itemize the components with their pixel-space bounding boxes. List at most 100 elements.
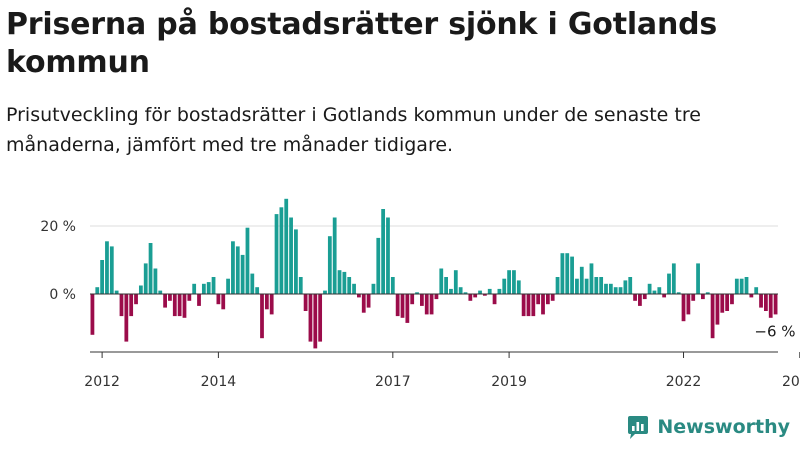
- bar: [192, 283, 197, 294]
- bar: [381, 209, 386, 294]
- bar: [163, 294, 167, 308]
- bar: [662, 294, 667, 298]
- bar: [269, 294, 274, 315]
- brand-name: Newsworthy: [657, 416, 790, 438]
- bar: [507, 270, 511, 294]
- bar: [676, 292, 681, 294]
- bar: [623, 280, 628, 294]
- bar: [671, 263, 676, 294]
- bar: [415, 292, 419, 294]
- bar: [618, 287, 623, 294]
- bar: [400, 294, 405, 318]
- bar: [468, 294, 473, 301]
- bar: [764, 294, 768, 311]
- bar: [492, 294, 497, 305]
- bar: [734, 278, 739, 294]
- bar: [105, 241, 109, 294]
- bar: [594, 277, 599, 294]
- bar: [327, 236, 332, 294]
- bar: [201, 283, 206, 294]
- bar-series: [90, 198, 778, 349]
- y-tick-label: 0 %: [49, 287, 76, 303]
- bar: [95, 287, 100, 294]
- bar: [172, 294, 177, 317]
- bar: [705, 292, 710, 294]
- bar: [274, 214, 279, 294]
- newsworthy-logo-icon: [628, 416, 649, 439]
- bar: [458, 287, 463, 294]
- bar: [119, 294, 124, 317]
- bar: [502, 278, 507, 294]
- x-tick-label: 2017: [375, 374, 411, 390]
- bar: [158, 290, 163, 294]
- bar: [323, 290, 327, 294]
- bar: [647, 283, 652, 294]
- bar: [376, 237, 381, 294]
- bar: [570, 256, 574, 294]
- bar: [545, 294, 550, 305]
- bar: [231, 241, 235, 294]
- bar: [221, 294, 226, 310]
- bar: [473, 294, 478, 298]
- bar: [206, 282, 211, 294]
- bar: [410, 294, 415, 305]
- bar: [395, 294, 400, 317]
- bar: [444, 277, 448, 294]
- bar: [124, 294, 129, 342]
- bar: [560, 253, 565, 294]
- bar: [308, 294, 313, 342]
- bar: [497, 288, 502, 294]
- bar: [390, 277, 395, 294]
- bar: [264, 294, 269, 310]
- bar: [526, 294, 531, 317]
- bar: [303, 294, 308, 311]
- bar: [197, 294, 201, 306]
- bar: [109, 246, 114, 294]
- bar: [245, 227, 250, 294]
- bar: [642, 294, 647, 300]
- bar: [463, 292, 468, 294]
- bar: [487, 288, 492, 294]
- x-tick-label: 2014: [201, 374, 237, 390]
- bar: [652, 290, 657, 294]
- bar: [725, 294, 730, 311]
- bar: [90, 294, 95, 335]
- bar: [550, 294, 555, 301]
- bar: [686, 294, 691, 315]
- bar: [289, 217, 293, 294]
- bar: [294, 229, 298, 294]
- bar: [279, 207, 284, 294]
- bar: [439, 268, 444, 294]
- last-value-annotation: −6 %: [754, 322, 795, 340]
- bar: [773, 294, 778, 315]
- bar: [337, 270, 342, 294]
- bar: [715, 294, 720, 325]
- bar: [613, 287, 618, 294]
- bar: [667, 273, 671, 294]
- bar: [482, 294, 487, 296]
- bar: [516, 280, 521, 294]
- bar: [211, 277, 216, 294]
- bar: [478, 290, 482, 294]
- bar: [565, 253, 570, 294]
- bar: [589, 263, 594, 294]
- bar: [453, 270, 458, 294]
- x-tick-label: 2024: [782, 374, 800, 390]
- bar: [342, 271, 347, 294]
- bar: [696, 263, 700, 294]
- bar: [599, 277, 604, 294]
- bar: [182, 294, 187, 318]
- bar: [298, 277, 303, 294]
- bar: [226, 278, 230, 294]
- bar: [541, 294, 545, 315]
- bar: [657, 287, 662, 294]
- x-tick-label: 2012: [84, 374, 120, 390]
- bar: [720, 294, 725, 313]
- bar: [768, 294, 773, 318]
- bar: [754, 287, 759, 294]
- bar: [143, 263, 148, 294]
- bar: [730, 294, 734, 305]
- bar: [434, 294, 439, 300]
- bar: [638, 294, 642, 306]
